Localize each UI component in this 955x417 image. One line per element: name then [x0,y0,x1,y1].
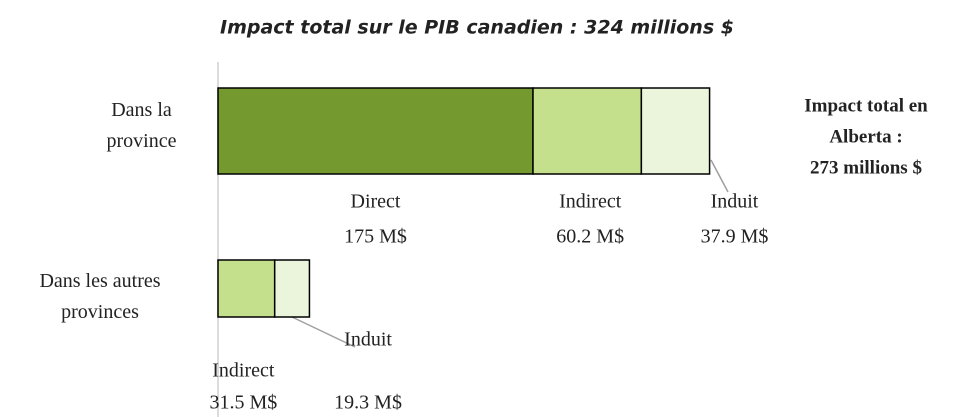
bar-segment [217,259,276,318]
segment-name: Direct [351,191,401,213]
leader-line [291,316,356,348]
value-label: 175 M$ [344,226,407,248]
bar-segment [273,259,311,318]
segment-name: Induit [711,191,759,213]
segment-name: Indirect [559,191,622,213]
chart-title: Impact total sur le PIB canadien : 324 m… [220,17,734,39]
category-label: Dans la province [106,99,177,152]
value-label: 37.9 M$ [701,226,769,248]
segment-name: Indirect [212,360,275,382]
bar-segment [217,87,534,175]
value-label: 19.3 M$ [334,392,402,414]
value-label: 31.5 M$ [209,392,277,414]
bar-segment [532,87,643,175]
annotation: Impact total en [804,95,928,116]
annotation: Alberta : [829,126,902,147]
segment-name: Induit [344,329,392,351]
value-label: 60.2 M$ [556,226,624,248]
leader-line [710,159,729,193]
bar-segment [640,87,711,175]
annotation: 273 millions $ [810,157,922,178]
category-label: Dans les autres provinces [39,270,161,323]
